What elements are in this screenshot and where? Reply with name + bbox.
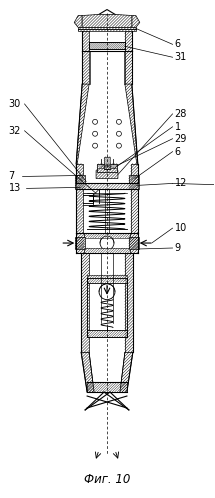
Text: Фиг. 10: Фиг. 10 bbox=[84, 474, 130, 487]
Bar bbox=[131, 189, 138, 233]
Bar bbox=[76, 189, 83, 233]
Text: 29: 29 bbox=[175, 134, 187, 144]
Polygon shape bbox=[76, 84, 89, 170]
Bar bbox=[125, 31, 132, 51]
Text: 6: 6 bbox=[175, 39, 181, 49]
Bar bbox=[97, 163, 117, 167]
Bar bbox=[104, 156, 110, 168]
Text: 10: 10 bbox=[175, 223, 187, 233]
Bar bbox=[78, 27, 136, 31]
Polygon shape bbox=[81, 352, 94, 392]
Polygon shape bbox=[132, 15, 140, 27]
Bar bbox=[79, 193, 93, 205]
Bar bbox=[125, 51, 132, 84]
Bar bbox=[81, 253, 89, 352]
Polygon shape bbox=[96, 164, 118, 178]
Bar bbox=[89, 42, 125, 49]
Text: 1: 1 bbox=[175, 122, 181, 132]
Bar bbox=[76, 233, 84, 253]
Polygon shape bbox=[120, 352, 133, 392]
Bar bbox=[82, 31, 89, 51]
Text: 28: 28 bbox=[175, 109, 187, 119]
Text: 7: 7 bbox=[9, 171, 15, 181]
Bar bbox=[75, 175, 85, 189]
Text: 13: 13 bbox=[9, 183, 21, 193]
Bar bbox=[97, 163, 117, 171]
Bar bbox=[76, 183, 138, 189]
Bar bbox=[130, 233, 138, 253]
Bar bbox=[84, 233, 130, 238]
Bar bbox=[131, 163, 138, 183]
Text: 12: 12 bbox=[175, 178, 187, 188]
Text: 9: 9 bbox=[175, 243, 181, 253]
Circle shape bbox=[99, 284, 115, 300]
Bar bbox=[87, 275, 127, 283]
Bar bbox=[129, 237, 139, 249]
Text: 6: 6 bbox=[175, 146, 181, 157]
Polygon shape bbox=[82, 14, 132, 27]
Circle shape bbox=[100, 236, 114, 250]
Bar bbox=[87, 382, 127, 392]
Bar bbox=[82, 51, 89, 84]
Polygon shape bbox=[97, 9, 117, 15]
Bar bbox=[75, 237, 85, 249]
Bar bbox=[87, 331, 127, 338]
Bar bbox=[129, 175, 139, 189]
Text: 30: 30 bbox=[9, 99, 21, 109]
Bar bbox=[125, 253, 133, 352]
Polygon shape bbox=[74, 15, 82, 27]
Bar bbox=[76, 163, 83, 183]
Polygon shape bbox=[125, 84, 138, 170]
Bar bbox=[84, 248, 130, 253]
Text: 31: 31 bbox=[175, 52, 187, 62]
Text: 32: 32 bbox=[9, 126, 21, 136]
